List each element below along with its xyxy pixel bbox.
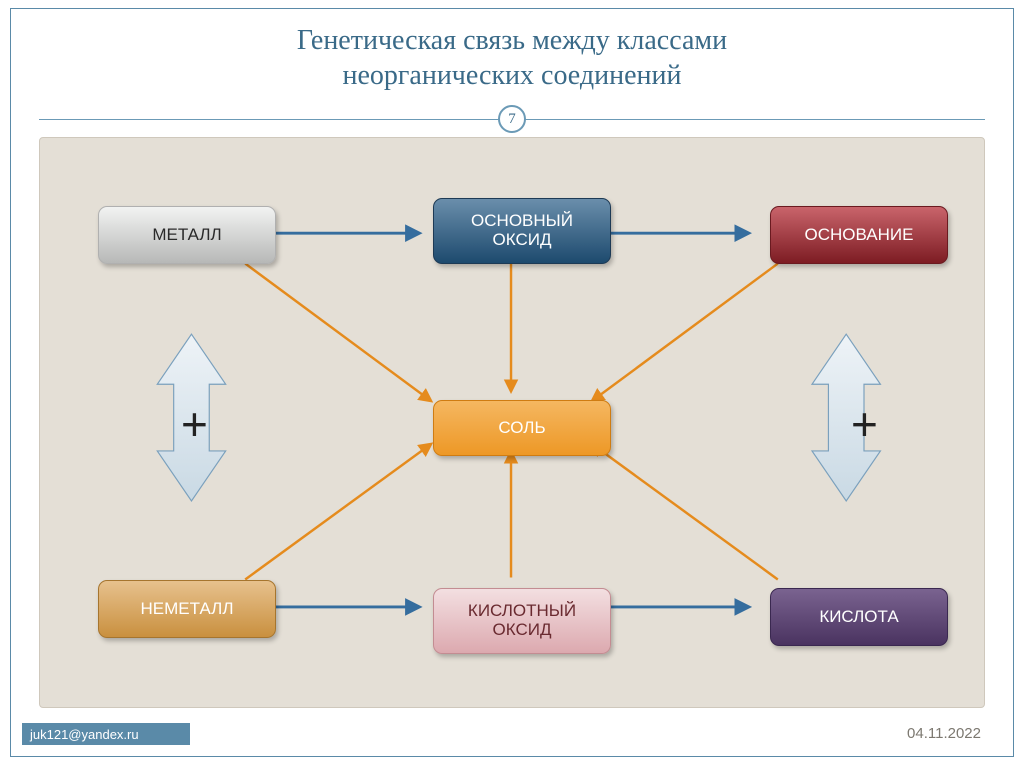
node-basic_oxide: ОСНОВНЫЙОКСИД [433,198,611,264]
arrow-metal-salt [245,264,431,401]
node-salt: СОЛЬ [433,400,611,456]
node-metal: МЕТАЛЛ [98,206,276,264]
node-nonmetal: НЕМЕТАЛЛ [98,580,276,638]
node-acid: КИСЛОТА [770,588,948,646]
slide-frame: Генетическая связь между классами неорга… [10,8,1014,757]
plus-icon: + [181,397,208,451]
arrow-base-salt [592,264,778,401]
title-area: Генетическая связь между классами неорга… [11,9,1013,101]
plus-icon: + [851,397,878,451]
node-acid_oxide: КИСЛОТНЫЙОКСИД [433,588,611,654]
arrow-nonmetal-salt [245,444,431,579]
slide-date: 04.11.2022 [907,725,981,742]
title-line1: Генетическая связь между классами [51,23,973,58]
node-base: ОСНОВАНИЕ [770,206,948,264]
diagram-canvas: МЕТАЛЛ ОСНОВНЫЙОКСИД ОСНОВАНИЕ СОЛЬ НЕМЕТАЛЛ… [39,137,985,708]
title-divider: 7 [11,105,1013,133]
arrow-acid-salt [592,444,778,579]
page-number-badge: 7 [498,105,526,133]
footer-email: juk121@yandex.ru [22,723,190,745]
title-line2: неорганических соединений [51,58,973,93]
